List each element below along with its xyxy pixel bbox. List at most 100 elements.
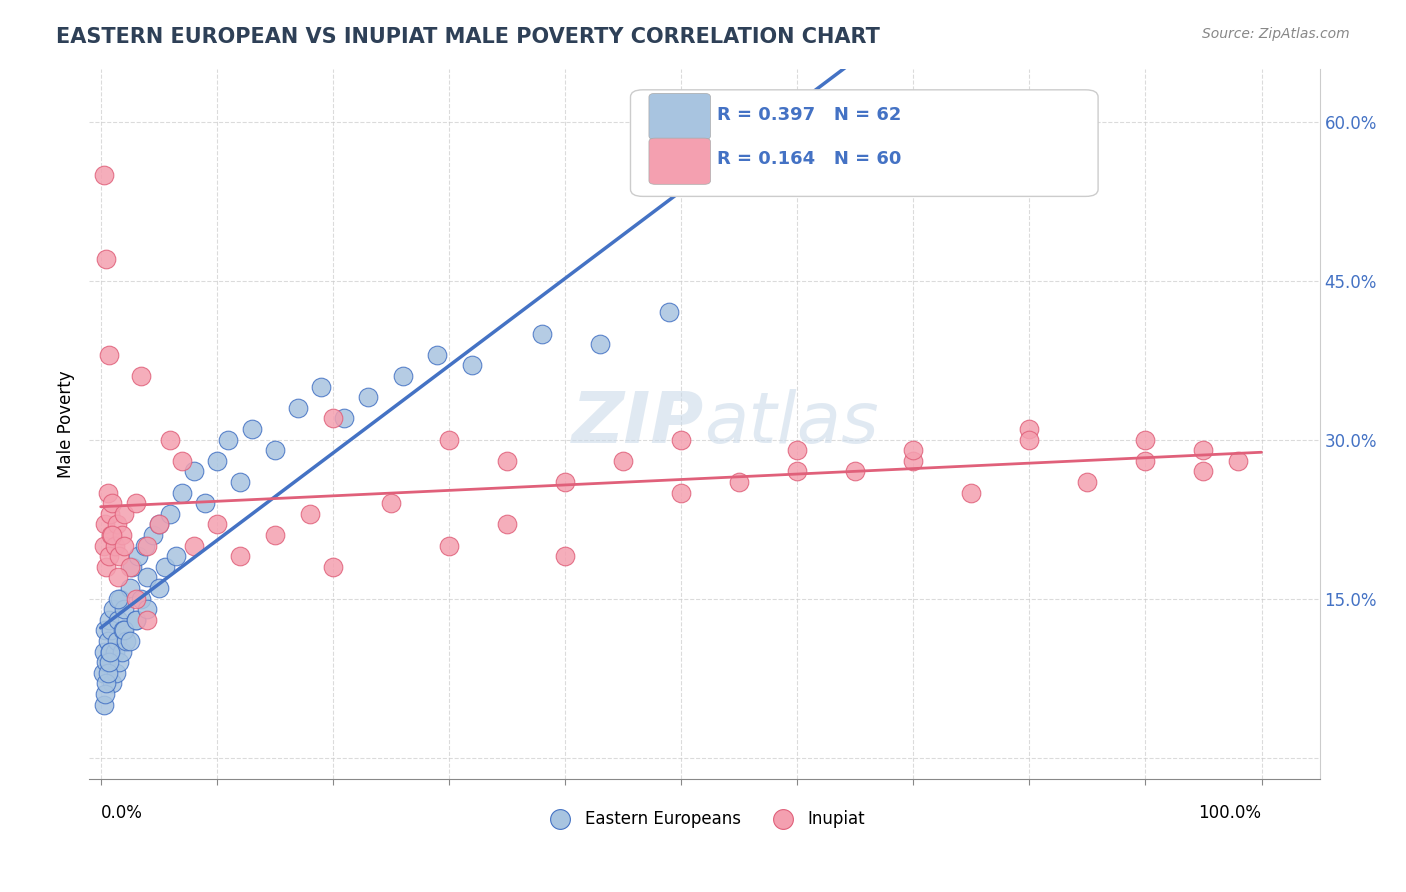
Point bbox=[115, 634, 138, 648]
Point bbox=[118, 634, 141, 648]
Point bbox=[229, 475, 252, 489]
Point bbox=[104, 645, 127, 659]
Point bbox=[786, 443, 808, 458]
Point bbox=[131, 369, 153, 384]
Point bbox=[98, 645, 121, 659]
Point bbox=[426, 348, 449, 362]
Point bbox=[159, 433, 181, 447]
Point bbox=[91, 665, 114, 680]
Point bbox=[1227, 454, 1250, 468]
Point bbox=[298, 507, 321, 521]
Point bbox=[98, 645, 121, 659]
Point bbox=[93, 645, 115, 659]
Point bbox=[101, 496, 124, 510]
Point bbox=[205, 454, 228, 468]
Text: EASTERN EUROPEAN VS INUPIAT MALE POVERTY CORRELATION CHART: EASTERN EUROPEAN VS INUPIAT MALE POVERTY… bbox=[56, 27, 880, 46]
Point bbox=[357, 390, 380, 404]
Point bbox=[136, 570, 159, 584]
Point bbox=[530, 326, 553, 341]
Point bbox=[98, 507, 121, 521]
Point bbox=[183, 539, 205, 553]
Point bbox=[217, 433, 239, 447]
Point bbox=[124, 591, 146, 606]
Y-axis label: Male Poverty: Male Poverty bbox=[58, 370, 75, 477]
Point bbox=[437, 539, 460, 553]
Point bbox=[159, 507, 181, 521]
Point bbox=[153, 559, 176, 574]
Point bbox=[97, 485, 120, 500]
Point bbox=[112, 624, 135, 638]
Point bbox=[107, 591, 129, 606]
Point bbox=[380, 496, 402, 510]
Text: atlas: atlas bbox=[704, 389, 879, 458]
Point bbox=[112, 602, 135, 616]
Point bbox=[124, 613, 146, 627]
Point bbox=[127, 549, 149, 564]
Point bbox=[121, 559, 143, 574]
Legend: Eastern Europeans, Inupiat: Eastern Europeans, Inupiat bbox=[537, 803, 872, 835]
Point bbox=[105, 517, 128, 532]
Point bbox=[309, 379, 332, 393]
FancyBboxPatch shape bbox=[650, 94, 710, 139]
Point bbox=[183, 465, 205, 479]
Point bbox=[103, 602, 125, 616]
Point bbox=[240, 422, 263, 436]
Point bbox=[844, 465, 866, 479]
Point bbox=[101, 676, 124, 690]
Point bbox=[97, 665, 120, 680]
Point bbox=[96, 655, 118, 669]
Point bbox=[93, 539, 115, 553]
Point bbox=[554, 549, 576, 564]
Point bbox=[134, 539, 156, 553]
Point bbox=[554, 475, 576, 489]
Point bbox=[612, 454, 634, 468]
Point bbox=[170, 485, 193, 500]
Point bbox=[93, 168, 115, 182]
FancyBboxPatch shape bbox=[630, 90, 1098, 196]
Point bbox=[94, 624, 117, 638]
Point bbox=[107, 570, 129, 584]
Text: 0.0%: 0.0% bbox=[101, 804, 142, 822]
Point bbox=[1192, 443, 1215, 458]
Text: Source: ZipAtlas.com: Source: ZipAtlas.com bbox=[1202, 27, 1350, 41]
Point bbox=[194, 496, 217, 510]
Point bbox=[1135, 454, 1157, 468]
Text: 100.0%: 100.0% bbox=[1198, 804, 1261, 822]
Point bbox=[136, 539, 159, 553]
Point bbox=[669, 433, 692, 447]
Point bbox=[96, 559, 118, 574]
Point bbox=[148, 581, 170, 595]
Point bbox=[136, 602, 159, 616]
Point bbox=[205, 517, 228, 532]
Point bbox=[110, 528, 132, 542]
Point bbox=[100, 624, 122, 638]
Text: ZIP: ZIP bbox=[572, 389, 704, 458]
Point bbox=[110, 591, 132, 606]
Point bbox=[728, 475, 751, 489]
Point bbox=[96, 252, 118, 267]
Point bbox=[110, 645, 132, 659]
Point bbox=[97, 634, 120, 648]
Point bbox=[960, 485, 983, 500]
Point bbox=[1018, 422, 1040, 436]
Point bbox=[101, 528, 124, 542]
Point bbox=[589, 337, 612, 351]
Point bbox=[148, 517, 170, 532]
Point bbox=[1076, 475, 1098, 489]
Point bbox=[131, 591, 153, 606]
Text: R = 0.164   N = 60: R = 0.164 N = 60 bbox=[717, 151, 901, 169]
Point bbox=[1192, 465, 1215, 479]
Point bbox=[107, 613, 129, 627]
Point bbox=[229, 549, 252, 564]
Point bbox=[124, 613, 146, 627]
Point bbox=[461, 359, 484, 373]
Point bbox=[111, 624, 134, 638]
Point bbox=[97, 613, 120, 627]
Point bbox=[118, 581, 141, 595]
Point bbox=[93, 698, 115, 712]
Point bbox=[108, 655, 131, 669]
Point bbox=[100, 528, 122, 542]
Point bbox=[112, 507, 135, 521]
Point bbox=[287, 401, 309, 415]
Point bbox=[136, 613, 159, 627]
